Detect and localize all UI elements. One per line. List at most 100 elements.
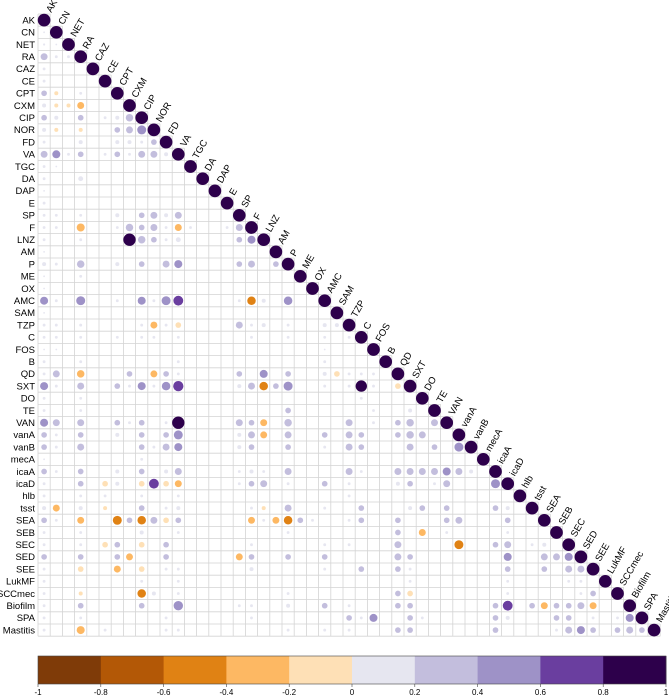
diagonal-circle-vana <box>452 428 466 442</box>
correlation-circle-va-net <box>67 152 70 156</box>
correlation-circle-c-ra <box>79 335 83 339</box>
correlation-circle-van-lnz <box>260 419 268 427</box>
correlation-circle-icad-sp <box>237 482 241 486</box>
correlation-circle-b-amc <box>323 360 327 364</box>
correlation-circle-va-fd <box>164 152 169 157</box>
column-label-va: VA <box>178 132 194 148</box>
correlation-circle-mastitis-qd <box>395 627 401 633</box>
correlation-circle-c-amc <box>323 335 327 339</box>
row-label-see: SEE <box>16 564 35 575</box>
correlation-circle-tsst-f <box>250 506 253 510</box>
correlation-circle-net-ak <box>43 43 46 46</box>
correlation-circle-sec-icad <box>504 541 512 549</box>
diagonal-circle-va <box>171 147 185 161</box>
correlation-circle-biofilm-va <box>173 600 184 611</box>
correlation-circle-f-cip <box>138 224 145 231</box>
correlation-circle-sec-ra <box>79 543 83 547</box>
correlation-circle-sxt-qd <box>395 383 401 389</box>
correlation-circle-mastitis-va <box>176 628 180 632</box>
correlation-circle-qd-nor <box>150 370 158 378</box>
correlation-circle-biofilm-ak <box>42 604 46 608</box>
correlation-circle-sea-tzp <box>347 518 351 522</box>
column-label-van: VAN <box>447 395 466 417</box>
correlation-circle-va-ce <box>103 152 107 156</box>
correlation-circle-mastitis-amc <box>323 628 327 632</box>
row-label-da: DA <box>22 174 36 185</box>
correlation-circle-sec-cpt <box>114 541 121 548</box>
correlation-circle-sea-va <box>175 517 182 524</box>
correlation-circle-sxt-ra <box>77 382 85 390</box>
correlation-circle-tsst-icad <box>505 506 510 511</box>
correlation-circle-cip-ce <box>103 116 107 120</box>
correlation-circle-spa-see <box>591 616 595 620</box>
correlation-circle-lnz-f <box>247 235 256 244</box>
row-label-p: P <box>29 259 35 270</box>
correlation-circle-van-ak <box>40 418 49 427</box>
correlation-circle-qd-va <box>176 372 180 376</box>
correlation-circle-sam-ak <box>43 312 45 314</box>
correlation-circle-icaa-p <box>284 468 292 475</box>
correlation-circle-mastitis-ak <box>42 628 46 632</box>
diagonal-circle-sec <box>562 538 576 552</box>
row-label-sec: SEC <box>15 540 35 551</box>
diagonal-circle-ra <box>74 50 88 64</box>
correlation-circle-lukmf-sed <box>579 579 583 583</box>
correlation-circle-mastitis-fd <box>164 628 168 632</box>
correlation-circle-nor-cn <box>54 127 59 132</box>
correlation-circle-sed-qd <box>394 553 402 561</box>
row-label-nor: NOR <box>14 125 35 136</box>
column-label-caz: CAZ <box>93 41 112 63</box>
correlation-circle-biofilm-amc <box>321 602 328 609</box>
column-label-ra: RA <box>81 34 97 52</box>
row-label-c: C <box>28 333 35 344</box>
correlation-circle-sea-van <box>443 517 450 524</box>
diagonal-circle-sccmec <box>611 587 624 600</box>
correlation-circle-tzp-ak <box>42 323 46 327</box>
correlation-circle-icaa-va <box>174 468 182 475</box>
legend-tick-label: -0.8 <box>94 688 108 696</box>
correlation-circle-do-ak <box>42 396 46 400</box>
correlation-circle-spa-icaa <box>492 615 499 621</box>
correlation-circle-net-cn <box>55 43 58 46</box>
correlation-circle-amc-cpt <box>115 299 119 303</box>
row-label-caz: CAZ <box>16 64 35 75</box>
correlation-circle-amc-ak <box>40 296 49 305</box>
correlation-circle-sp-nor <box>150 211 158 219</box>
correlation-circle-am-ak <box>43 251 45 253</box>
correlation-circle-mastitis-sxt <box>407 627 413 633</box>
correlation-circle-sea-icad <box>504 517 511 524</box>
row-label-vanb: vanB <box>13 442 35 453</box>
correlation-circle-van-cpt <box>114 419 121 426</box>
correlation-circle-see-sxt <box>408 567 412 571</box>
row-label-do: DO <box>21 394 35 405</box>
correlation-circle-see-sec <box>565 565 573 573</box>
correlation-circle-seb-van <box>445 531 449 534</box>
correlation-circle-vanb-sp <box>237 445 242 450</box>
diagonal-circle-cpt <box>110 86 124 100</box>
row-label-lnz: LNZ <box>17 235 35 246</box>
column-label-p: P <box>288 248 301 259</box>
correlation-circle-f-cn <box>54 226 58 229</box>
correlation-circle-sec-f <box>250 543 253 547</box>
correlation-circle-hlb-ak <box>42 494 46 498</box>
correlation-circle-seb-ra <box>79 531 83 534</box>
correlation-circle-sccmec-nor <box>151 591 156 596</box>
correlation-circle-me-ra <box>79 274 83 278</box>
correlation-circle-sea-c <box>358 517 365 524</box>
correlation-circle-sea-ra <box>77 516 85 524</box>
correlation-circle-vanb-c <box>358 444 365 450</box>
legend-tick-label: -1 <box>34 688 42 696</box>
row-label-cpt: CPT <box>16 89 35 100</box>
diagonal-circle-sp <box>232 208 246 222</box>
correlation-circle-p-sp <box>236 261 243 267</box>
correlation-circle-spa-ra <box>79 616 83 620</box>
correlation-circle-sccmec-qd <box>395 590 401 597</box>
correlation-circle-sccmec-ak <box>42 592 46 595</box>
correlation-circle-sea-me <box>297 517 304 524</box>
correlation-circle-sec-ak <box>42 543 46 547</box>
correlation-circle-p-cn <box>54 262 58 266</box>
correlation-circle-sccmec-va <box>176 592 180 595</box>
correlation-circle-van-te <box>431 419 438 427</box>
row-label-te: TE <box>23 406 35 417</box>
correlation-circle-van-va <box>172 416 185 429</box>
